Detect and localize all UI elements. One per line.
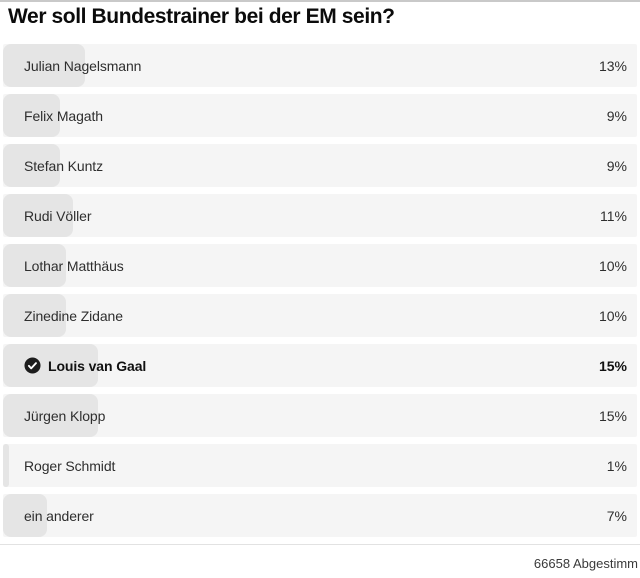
poll-option-percent: 9% (606, 107, 627, 124)
poll-option-percent: 9% (606, 157, 627, 174)
result-bar (3, 244, 67, 287)
option-label-group: Julian Nagelsmann (3, 58, 141, 74)
poll-option-label: Lothar Matthäus (24, 257, 124, 274)
poll-option-label: Rudi Völler (24, 207, 92, 224)
result-bar (3, 194, 73, 237)
vote-count-label: 66658 Abgestimm (533, 556, 638, 571)
poll-option-row[interactable]: Louis van Gaal 15% (3, 344, 637, 387)
poll-option-label: Louis van Gaal (48, 357, 147, 374)
option-label-group: Stefan Kuntz (3, 158, 103, 174)
poll-results-list: Julian Nagelsmann 13% Felix Magath 9% (0, 44, 640, 537)
option-label-group: Rudi Völler (3, 208, 91, 224)
poll-option-label: ein anderer (24, 507, 94, 524)
poll-option-row[interactable]: Roger Schmidt 1% (3, 444, 637, 487)
poll-option-label: Zinedine Zidane (24, 307, 123, 324)
poll-option-percent: 7% (606, 507, 627, 524)
poll-option-percent: 11% (600, 207, 627, 224)
poll-option-percent: 13% (598, 57, 627, 74)
poll-option-percent: 10% (598, 257, 627, 274)
option-label-group: Lothar Matthäus (3, 258, 124, 274)
poll-option-label: Stefan Kuntz (24, 157, 103, 174)
result-bar (3, 444, 10, 487)
poll-option-label: Jürgen Klopp (24, 407, 106, 424)
result-bar (3, 94, 61, 137)
poll-option-row[interactable]: Lothar Matthäus 10% (3, 244, 637, 287)
poll-option-row[interactable]: ein anderer 7% (3, 494, 637, 537)
poll-option-percent: 1% (606, 457, 627, 474)
result-bar (3, 494, 48, 537)
poll-option-row[interactable]: Jürgen Klopp 15% (3, 394, 637, 437)
result-bar (3, 44, 86, 87)
poll-option-row[interactable]: Zinedine Zidane 10% (3, 294, 637, 337)
divider (0, 544, 640, 545)
poll-option-percent: 15% (598, 357, 627, 374)
poll-option-row[interactable]: Felix Magath 9% (3, 94, 637, 137)
option-label-group: Roger Schmidt (3, 458, 115, 474)
poll-option-label: Felix Magath (24, 107, 103, 124)
check-circle-icon (24, 357, 41, 374)
poll-option-row[interactable]: Stefan Kuntz 9% (3, 144, 637, 187)
poll-question: Wer soll Bundestrainer bei der EM sein? (8, 5, 395, 28)
poll-option-row[interactable]: Julian Nagelsmann 13% (3, 44, 637, 87)
poll-option-percent: 15% (598, 407, 627, 424)
poll-option-row[interactable]: Rudi Völler 11% (3, 194, 637, 237)
result-bar (3, 394, 99, 437)
result-bar (3, 294, 67, 337)
result-bar (3, 344, 99, 387)
poll-option-percent: 10% (598, 307, 627, 324)
poll-option-label: Julian Nagelsmann (24, 57, 142, 74)
option-label-group: ein anderer (3, 508, 94, 524)
result-bar (3, 144, 61, 187)
option-label-group: Jürgen Klopp (3, 408, 105, 424)
option-label-group: Felix Magath (3, 108, 103, 124)
option-label-group: Louis van Gaal (3, 357, 146, 374)
poll-option-label: Roger Schmidt (24, 457, 116, 474)
option-label-group: Zinedine Zidane (3, 308, 123, 324)
